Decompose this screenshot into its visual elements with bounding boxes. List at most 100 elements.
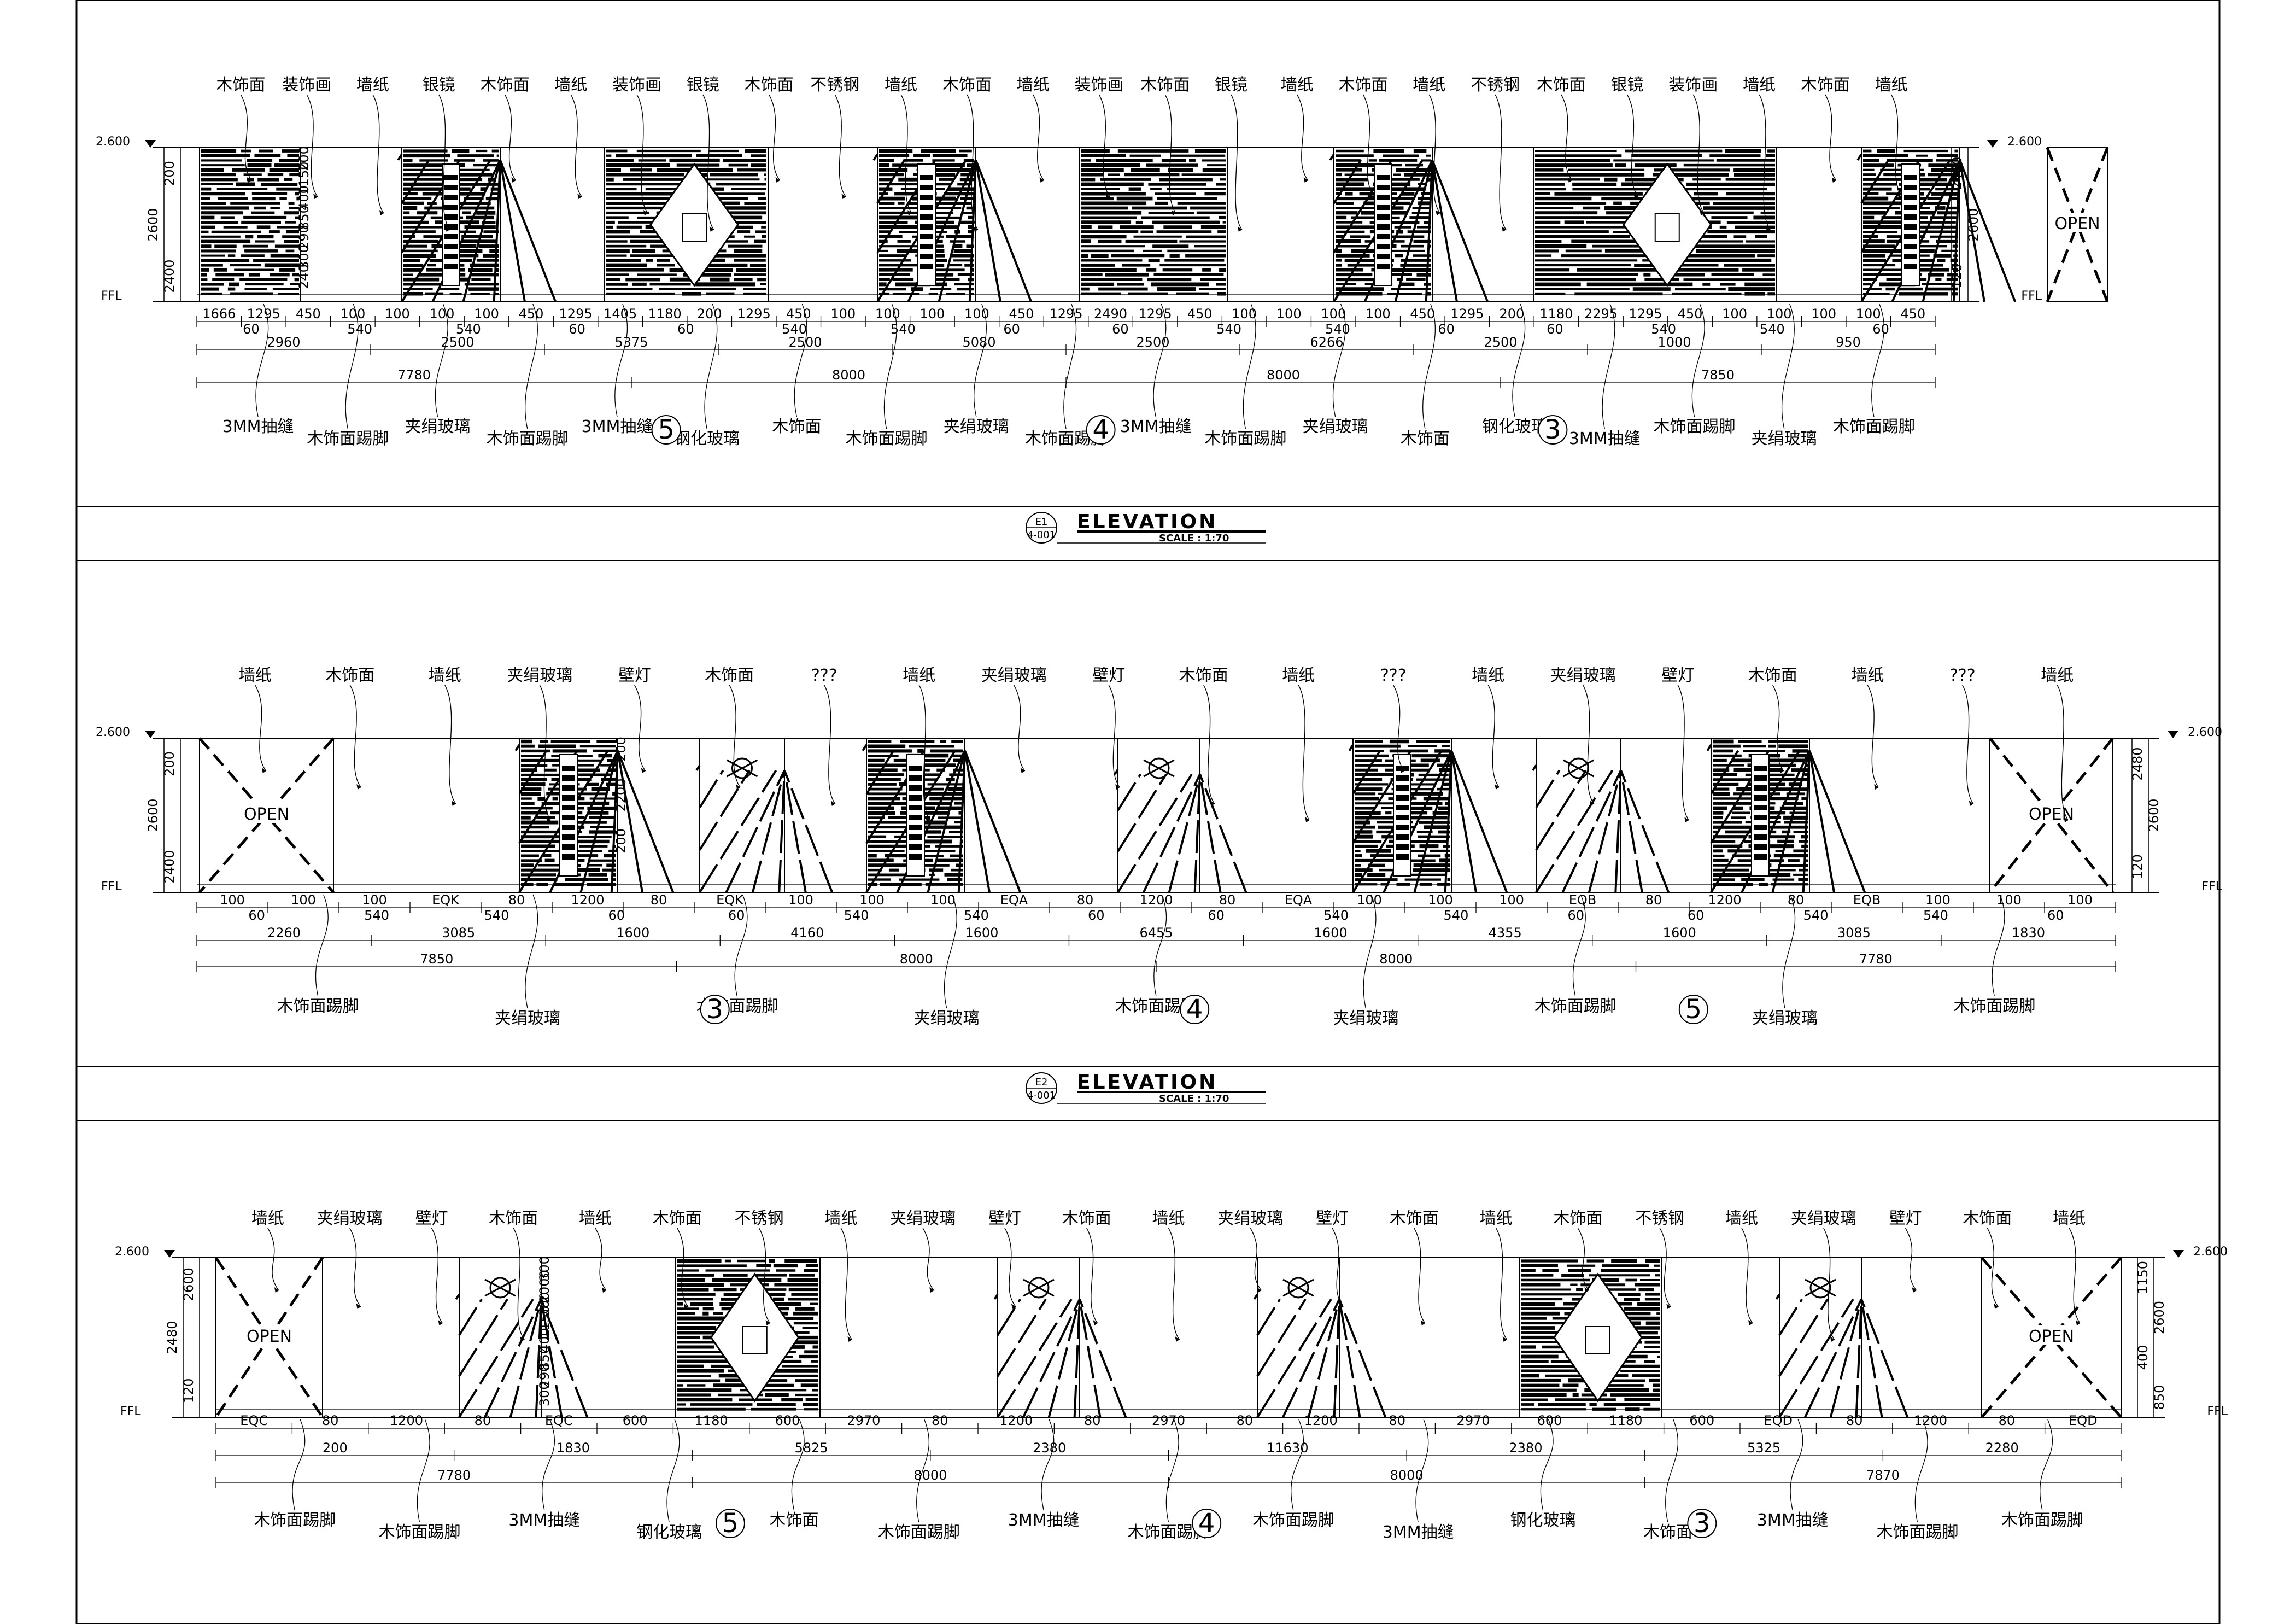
leader-arrow <box>1237 226 1242 232</box>
dim-row-1-label: 1200 <box>1914 1413 1947 1428</box>
top-material-note: 墙纸 <box>1875 75 1908 95</box>
vdim-left-label: 2400 <box>162 850 177 883</box>
dim-row-2-label: 2500 <box>1484 335 1517 350</box>
decor-column-bead <box>1754 795 1767 801</box>
bottom-material-note: 3MM抽缝 <box>582 417 653 436</box>
inner-dim-label: 850 <box>296 205 312 230</box>
decor-column-bead <box>920 254 933 259</box>
glass-diagonal <box>975 160 1001 302</box>
leader-line <box>1415 1419 1429 1523</box>
glass-diagonal <box>1193 774 1201 893</box>
leader-line <box>1250 1228 1262 1291</box>
decor-column-bead <box>1396 854 1409 860</box>
dim-row-1-label: 2970 <box>847 1413 880 1428</box>
leader-line <box>1871 303 1885 417</box>
leader-arrow <box>1633 194 1638 199</box>
vdim-right-label: 2600 <box>2152 1301 2167 1334</box>
bottom-material-note: 木饰面踢脚 <box>1204 429 1286 448</box>
glass-diagonal <box>1047 1299 1081 1418</box>
glass-diagonal <box>1778 1298 1854 1418</box>
decor-column-bead <box>1904 195 1917 200</box>
panel-outline <box>215 1257 323 1418</box>
glass-diagonal <box>1394 160 1433 302</box>
decor-column-bead <box>1377 205 1390 210</box>
leader-arrow <box>1830 1336 1835 1342</box>
top-material-note: 壁灯 <box>415 1209 448 1228</box>
panel-woodd <box>1533 147 1777 302</box>
dim-row-1-label: 80 <box>1999 1413 2016 1428</box>
dim-sub-label: 540 <box>1216 322 1241 337</box>
decor-column-bead <box>1396 844 1409 850</box>
glass-diagonal <box>1079 1299 1102 1418</box>
wall-lamp-icon <box>1023 1278 1055 1297</box>
leader-line <box>438 94 450 230</box>
dim-row-2-label: 5080 <box>962 335 995 350</box>
dim-row-1-label: 100 <box>919 306 945 322</box>
glass-diagonal <box>1860 1299 1909 1418</box>
decor-column-bead <box>1396 775 1409 781</box>
open-cross-line <box>2046 147 2109 302</box>
dim-row-1-label: 80 <box>1237 1413 1254 1428</box>
dim-row-1-label: EQA <box>1285 892 1313 908</box>
decor-column-bead <box>909 815 922 820</box>
leader-arrow <box>709 226 714 232</box>
dim-row-1-label: 450 <box>786 306 811 322</box>
title-scale: SCALE : 1:70 <box>1159 1093 1229 1105</box>
leader-line <box>1004 1228 1016 1307</box>
bottom-material-note: 木饰面踢脚 <box>379 1523 461 1542</box>
decor-column-bead <box>920 195 933 200</box>
bay-number-circle <box>715 1509 745 1538</box>
dim-row-1-label: 100 <box>340 306 365 322</box>
vdim-left-label: 2600 <box>181 1267 196 1301</box>
inner-dim-label: 240 <box>296 264 312 289</box>
inner-dim-label: 1150 <box>537 1306 552 1339</box>
leader-line <box>595 1228 607 1291</box>
panel-outline <box>199 147 301 302</box>
elevation-e2: 2.600 FFL 2.600 FFL 200 2600 2400 2480 2600 120 OP… <box>96 666 2223 1028</box>
leader-line <box>539 685 551 821</box>
dim-row-2-label: 5375 <box>614 335 648 350</box>
bay-number-circle <box>1086 415 1116 445</box>
top-material-note: 木饰面 <box>1748 666 1797 685</box>
dim-row-3-label: 8000 <box>832 367 865 383</box>
decor-column-bead <box>1377 195 1390 200</box>
top-material-note: 夹绢玻璃 <box>507 666 572 685</box>
dim-row-1-label: 80 <box>932 1413 948 1428</box>
mirror-inset <box>742 1326 768 1354</box>
level-label-top-right: 2.600 <box>2007 135 2042 149</box>
bottom-material-note: 木饰面踢脚 <box>1252 1511 1334 1530</box>
leader-line <box>1496 1228 1508 1340</box>
top-material-note: 壁灯 <box>1889 1209 1922 1228</box>
panel-glass <box>1114 738 1247 893</box>
panel-woodx <box>397 147 557 303</box>
leader-arrow <box>451 801 456 806</box>
top-material-note: 墙纸 <box>251 1209 284 1228</box>
decor-column-bead <box>1396 834 1409 840</box>
glass-diagonal <box>1856 153 1862 161</box>
dim-row-1-label: EQB <box>1853 892 1881 908</box>
glass-diagonal <box>997 1298 1073 1418</box>
leader-line <box>306 94 318 197</box>
top-material-note: 墙纸 <box>356 75 389 95</box>
leader-line <box>840 1228 852 1340</box>
leader-arrow <box>1874 784 1879 790</box>
dim-row-1-label: 600 <box>1537 1413 1562 1428</box>
dim-row-1-label: 2970 <box>1152 1413 1185 1428</box>
panel-wood <box>1079 147 1228 302</box>
elevation-e1: 2.600FFL2.600FFL2002600240024802600120OP… <box>96 75 2109 448</box>
glass-diagonal <box>401 159 430 205</box>
inner-dim-label: 290 <box>296 225 312 250</box>
dim-row-1-label: 100 <box>859 892 885 908</box>
glass-diagonal <box>617 750 643 893</box>
top-material-note: 木饰面 <box>653 1209 702 1228</box>
panel-open: OPEN <box>214 1257 324 1418</box>
inner-dim-label: 400 <box>296 185 312 211</box>
leader-line <box>1063 303 1077 429</box>
level-label-ffl-right: FFL <box>2201 880 2222 893</box>
leader-line <box>315 894 329 997</box>
leader-arrow <box>1436 210 1440 215</box>
dim-sub-label: 540 <box>1651 322 1676 337</box>
dim-row-2-label: 1000 <box>1657 335 1691 350</box>
decor-column-bead <box>562 844 575 850</box>
bottom-material-note: 夹绢玻璃 <box>914 1009 980 1028</box>
